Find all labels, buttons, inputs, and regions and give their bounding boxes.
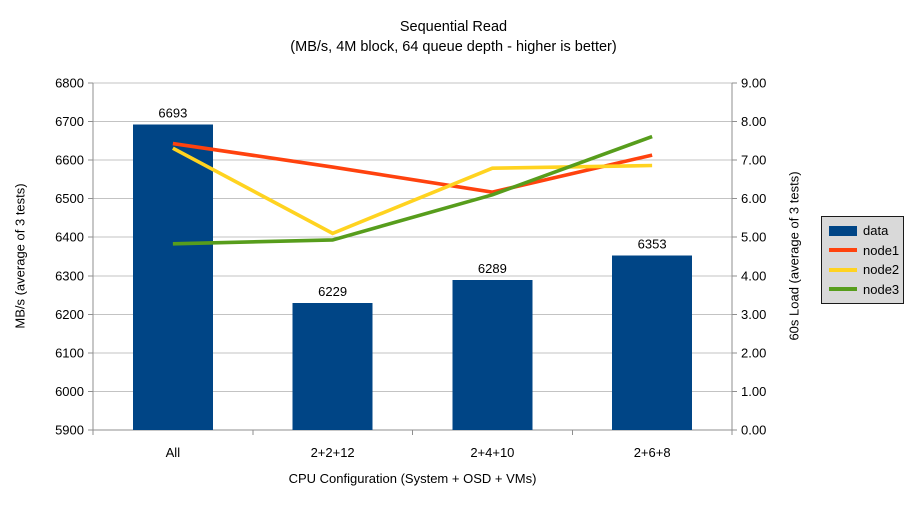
category-label: All — [166, 445, 181, 460]
right-axis-tick-label: 6.00 — [741, 191, 766, 206]
category-label: 2+4+10 — [470, 445, 514, 460]
left-axis-tick-label: 6000 — [55, 384, 84, 399]
right-axis-tick-label: 9.00 — [741, 76, 766, 91]
chart-title: Sequential Read — [399, 19, 508, 35]
left-axis-tick-label: 6600 — [55, 153, 84, 168]
right-axis-tick-label: 8.00 — [741, 114, 766, 129]
right-axis-tick-label: 5.00 — [741, 230, 766, 245]
line-node3 — [172, 134, 653, 246]
bar-value-label: 6229 — [318, 284, 347, 299]
right-axis-tick-label: 4.00 — [741, 268, 766, 283]
legend-label: node1 — [863, 242, 900, 258]
line-node1 — [172, 141, 653, 194]
left-axis-tick-label: 6300 — [55, 268, 84, 283]
left-axis-tick-label: 6400 — [55, 230, 84, 245]
right-axis-tick-label: 0.00 — [741, 423, 766, 438]
left-axis-tick-label: 5900 — [55, 423, 84, 438]
right-axis-tick-label: 1.00 — [741, 384, 766, 399]
bar-value-label: 6289 — [478, 261, 507, 276]
x-axis-title: CPU Configuration (System + OSD + VMs) — [288, 471, 537, 486]
legend-label: node2 — [863, 262, 900, 278]
right-axis-tick-label: 3.00 — [741, 307, 766, 322]
right-axis-tick-label: 2.00 — [741, 345, 766, 360]
bar-2+2+12 — [292, 303, 373, 430]
node2-swatch-icon — [829, 267, 857, 272]
data-swatch-icon — [829, 225, 857, 236]
left-axis-tick-label: 6500 — [55, 191, 84, 206]
bar-value-label: 6353 — [638, 236, 667, 251]
category-label: 2+6+8 — [634, 445, 671, 460]
legend-item-node3: node3 — [829, 283, 899, 296]
legend-item-data: data — [829, 224, 899, 237]
bar-All — [132, 124, 213, 430]
left-axis-tick-label: 6800 — [55, 76, 84, 91]
legend-item-node2: node2 — [829, 263, 899, 276]
category-label: 2+2+12 — [311, 445, 355, 460]
legend-label: data — [863, 223, 889, 239]
chart-subtitle: (MB/s, 4M block, 64 queue depth - higher… — [290, 39, 617, 55]
left-axis-tick-label: 6100 — [55, 345, 84, 360]
left-axis-tick-label: 6200 — [55, 307, 84, 322]
legend-item-node1: node1 — [829, 244, 899, 257]
legend-label: node3 — [863, 281, 900, 297]
bar-2+4+10 — [452, 280, 533, 430]
right-axis-tick-label: 7.00 — [741, 153, 766, 168]
bar-2+6+8 — [612, 255, 693, 430]
bar-value-label: 6693 — [158, 105, 187, 120]
left-axis-tick-label: 6700 — [55, 114, 84, 129]
node1-swatch-icon — [829, 248, 857, 253]
node3-swatch-icon — [829, 287, 857, 292]
legend: data node1 node2 node3 — [821, 216, 904, 304]
